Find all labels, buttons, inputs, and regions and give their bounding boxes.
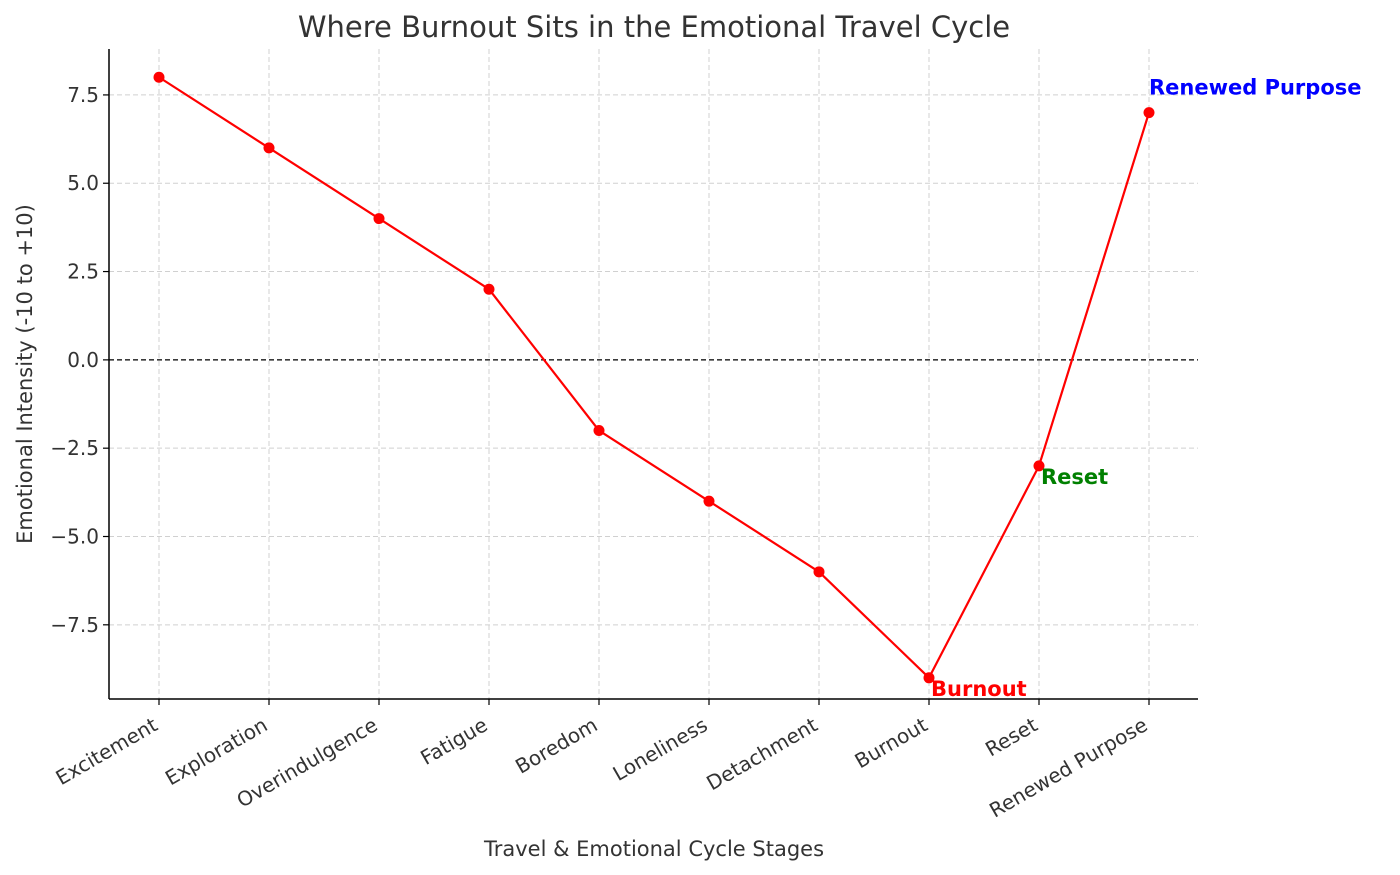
annotations: Burnout Reset Renewed Purpose bbox=[931, 76, 1362, 701]
y-tick-labels: −7.5 −5.0 −2.5 0.0 2.5 5.0 7.5 bbox=[50, 83, 99, 637]
x-tick-label: Loneliness bbox=[609, 713, 712, 786]
annotation-label: Burnout bbox=[931, 677, 1027, 701]
x-axis-label: Travel & Emotional Cycle Stages bbox=[483, 837, 824, 861]
x-tick-label: Excitement bbox=[52, 712, 162, 789]
x-tick-label: Burnout bbox=[850, 712, 931, 773]
y-tick-label: 2.5 bbox=[67, 260, 99, 284]
data-point bbox=[1033, 460, 1045, 472]
data-point bbox=[483, 283, 495, 295]
data-point bbox=[1143, 107, 1155, 119]
axes bbox=[103, 49, 1198, 705]
annotation-label: Renewed Purpose bbox=[1149, 76, 1362, 100]
data-point bbox=[373, 213, 385, 225]
data-point bbox=[813, 566, 825, 578]
data-point bbox=[593, 425, 605, 437]
y-axis-label: Emotional Intensity (-10 to +10) bbox=[13, 204, 37, 544]
annotation-label: Reset bbox=[1041, 465, 1108, 489]
data-point bbox=[923, 672, 935, 684]
y-tick-label: 7.5 bbox=[67, 83, 99, 107]
x-tick-label: Boredom bbox=[511, 713, 601, 779]
series-line-group bbox=[153, 71, 1155, 684]
y-tick-label: 0.0 bbox=[67, 348, 99, 372]
y-tick-label: −7.5 bbox=[50, 613, 99, 637]
y-tick-label: 5.0 bbox=[67, 171, 99, 195]
series-line bbox=[158, 76, 1151, 679]
y-tick-label: −5.0 bbox=[50, 525, 99, 549]
x-tick-label: Detachment bbox=[702, 712, 821, 795]
x-tick-label: Fatigue bbox=[416, 713, 491, 770]
data-point bbox=[153, 71, 165, 83]
data-point bbox=[703, 495, 715, 507]
y-tick-label: −2.5 bbox=[50, 436, 99, 460]
x-tick-label: Reset bbox=[981, 712, 1042, 761]
data-point bbox=[263, 142, 275, 154]
chart-title: Where Burnout Sits in the Emotional Trav… bbox=[298, 10, 1010, 44]
